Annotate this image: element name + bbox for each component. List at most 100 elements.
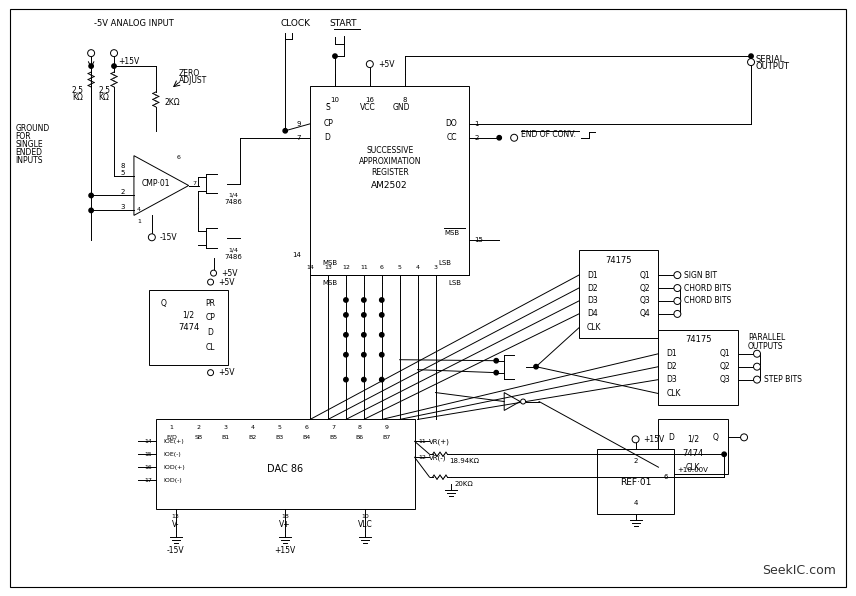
Circle shape [87, 49, 95, 57]
Text: D3: D3 [667, 375, 677, 384]
Circle shape [89, 193, 93, 198]
Polygon shape [504, 393, 520, 411]
Text: MSB: MSB [444, 230, 459, 236]
Circle shape [632, 436, 639, 443]
Text: APPROXIMATION: APPROXIMATION [359, 157, 421, 166]
Text: Q: Q [161, 299, 167, 309]
Text: Q2: Q2 [640, 284, 651, 293]
Text: 2: 2 [121, 190, 125, 195]
Text: CLK: CLK [587, 324, 601, 333]
Circle shape [520, 399, 526, 404]
Text: 6: 6 [664, 474, 669, 480]
Text: SeekIC.com: SeekIC.com [762, 564, 835, 577]
Circle shape [344, 298, 348, 302]
Circle shape [494, 359, 498, 363]
Text: 2.5: 2.5 [71, 86, 83, 95]
Text: D3: D3 [587, 296, 597, 306]
Text: CHORD BITS: CHORD BITS [684, 284, 732, 293]
Text: GND: GND [393, 103, 410, 113]
Text: V+: V+ [279, 520, 291, 529]
Text: 10: 10 [330, 97, 340, 103]
Circle shape [674, 272, 681, 278]
Text: D2: D2 [587, 284, 597, 293]
Text: CL: CL [205, 343, 216, 352]
Text: +5V: +5V [218, 368, 235, 377]
Circle shape [283, 129, 288, 133]
Text: S̄: S̄ [325, 103, 330, 113]
Text: 11: 11 [419, 439, 426, 444]
Text: ENDED: ENDED [15, 148, 43, 157]
Circle shape [208, 370, 213, 375]
Text: 7486: 7486 [224, 254, 242, 260]
Text: SERIAL: SERIAL [755, 55, 784, 64]
Circle shape [379, 353, 384, 357]
Text: AM2502: AM2502 [372, 181, 408, 190]
Text: CP: CP [205, 313, 216, 322]
Circle shape [511, 134, 518, 141]
Text: D2: D2 [667, 362, 677, 371]
Text: 74175: 74175 [685, 336, 711, 344]
Text: 7: 7 [193, 181, 197, 186]
Bar [597, 449, 675, 514]
Text: 12: 12 [342, 265, 350, 269]
Text: 5: 5 [398, 265, 401, 269]
Text: 17: 17 [144, 477, 152, 483]
Text: 13: 13 [172, 514, 180, 520]
Text: REGISTER: REGISTER [371, 168, 408, 177]
Text: +15V: +15V [118, 57, 140, 66]
Bar [658, 420, 728, 474]
Text: VCC: VCC [360, 103, 376, 113]
Text: FOR: FOR [15, 132, 31, 141]
Text: REF·01: REF·01 [620, 477, 651, 487]
Circle shape [379, 298, 384, 302]
Circle shape [344, 313, 348, 317]
Text: +5V: +5V [377, 60, 395, 69]
Text: PR: PR [205, 299, 216, 309]
Text: ZERO: ZERO [179, 69, 200, 77]
Text: Q: Q [712, 433, 718, 442]
Circle shape [494, 371, 498, 375]
Text: 7474: 7474 [178, 324, 199, 333]
Text: 1/2: 1/2 [687, 435, 699, 444]
Text: LSB: LSB [448, 280, 461, 286]
Text: KΩ: KΩ [72, 94, 83, 103]
Text: VR(+): VR(+) [429, 438, 449, 445]
Text: 10: 10 [361, 514, 369, 520]
Text: 11: 11 [360, 265, 368, 269]
Circle shape [362, 353, 366, 357]
Text: 6: 6 [177, 155, 181, 160]
Text: CP: CP [324, 119, 334, 128]
Text: STEP BITS: STEP BITS [764, 375, 802, 384]
Text: 1: 1 [169, 425, 174, 430]
Text: D: D [669, 433, 675, 442]
Text: CLK: CLK [667, 389, 681, 398]
Text: D4: D4 [587, 309, 597, 318]
Bar [156, 420, 414, 509]
Text: 8: 8 [358, 425, 362, 430]
Text: START: START [330, 19, 357, 28]
Circle shape [366, 61, 373, 67]
Text: B2: B2 [248, 435, 257, 440]
Text: 13: 13 [324, 265, 332, 269]
Text: LSB: LSB [438, 260, 451, 266]
Text: 14: 14 [144, 439, 152, 444]
Text: 20KΩ: 20KΩ [455, 481, 473, 487]
Bar [310, 86, 469, 275]
Text: B7: B7 [383, 435, 391, 440]
Text: -5V ANALOG INPUT: -5V ANALOG INPUT [94, 19, 174, 28]
Text: 7: 7 [297, 135, 301, 141]
Text: D: D [324, 134, 330, 142]
Text: Q1: Q1 [640, 271, 651, 280]
Circle shape [379, 377, 384, 382]
Circle shape [148, 234, 155, 241]
Circle shape [534, 365, 538, 369]
Text: SIGN BIT: SIGN BIT [684, 271, 717, 280]
Circle shape [362, 333, 366, 337]
Text: 14: 14 [292, 252, 301, 258]
Text: +15V: +15V [644, 435, 665, 444]
Text: IOD(+): IOD(+) [163, 465, 186, 470]
Text: 1: 1 [474, 121, 479, 127]
Text: 18: 18 [282, 514, 289, 520]
Circle shape [344, 377, 348, 382]
Circle shape [753, 376, 760, 383]
